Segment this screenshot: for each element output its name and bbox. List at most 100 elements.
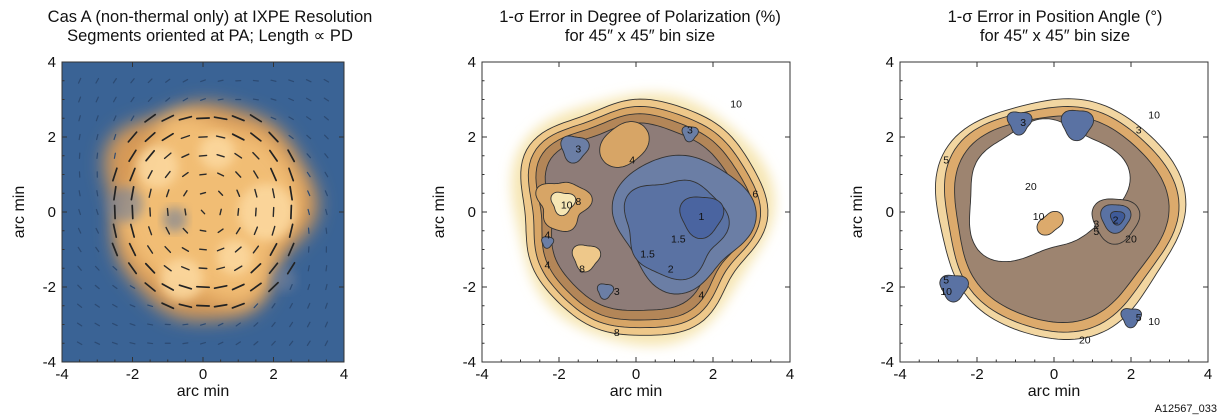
- polarization-segment: [199, 191, 207, 195]
- polarization-segment: [324, 190, 328, 197]
- polarization-segment: [94, 284, 100, 290]
- polarization-segment: [195, 117, 211, 120]
- contour-fill-1: [679, 196, 725, 240]
- polarization-segment: [78, 115, 81, 122]
- y-tick-label: 4: [468, 54, 476, 71]
- polarization-segment: [113, 133, 117, 141]
- contour-label: 1.5: [671, 233, 686, 245]
- polarization-segment: [289, 321, 294, 328]
- polarization-segment: [182, 342, 189, 345]
- polarization-segment: [95, 77, 100, 84]
- contour-label: 3: [687, 125, 693, 137]
- polarization-segment: [129, 342, 136, 345]
- x-tick-label: -4: [55, 366, 68, 383]
- x-tick-label: 2: [709, 366, 717, 383]
- polarization-segment: [324, 302, 328, 309]
- polarization-segment: [217, 98, 224, 101]
- polarization-segment: [147, 78, 153, 84]
- contour-label: 5: [1093, 226, 1099, 238]
- polarization-segment: [165, 97, 171, 102]
- x-tick-label: -2: [126, 366, 139, 383]
- polarization-segment: [268, 262, 279, 275]
- polarization-segment: [112, 303, 118, 308]
- contour-label: 10: [1148, 316, 1160, 328]
- faint-patch: [271, 267, 297, 292]
- polarization-segment: [231, 283, 245, 291]
- polarization-segment: [268, 131, 279, 143]
- polarization-segment: [78, 96, 82, 103]
- polarization-segment: [270, 79, 277, 82]
- polarization-segment: [148, 188, 152, 198]
- polarization-segment: [254, 207, 257, 217]
- contour-label: 2: [1113, 215, 1119, 227]
- x-tick-label: -4: [475, 366, 488, 383]
- polarization-segment: [237, 208, 240, 216]
- polarization-segment: [200, 79, 206, 83]
- x-axis-label: arc min: [177, 383, 229, 400]
- contour-label: 10: [730, 98, 742, 110]
- polarization-segment: [288, 97, 295, 102]
- polarization-segment: [128, 149, 137, 163]
- polarization-segment: [78, 208, 82, 216]
- polarization-segment: [112, 223, 118, 238]
- contour-fill-4-upper: [599, 121, 650, 168]
- polarization-segment: [163, 152, 172, 160]
- polarization-segment: [324, 340, 329, 347]
- contour-label: 4: [545, 230, 551, 242]
- polarization-segment: [323, 134, 329, 140]
- polarization-segment: [147, 342, 154, 345]
- polarization-segment: [307, 265, 310, 272]
- contour-label: 20: [1079, 335, 1091, 347]
- polarization-segment: [145, 149, 156, 162]
- polarization-segment: [161, 114, 175, 122]
- contour-label: 5: [943, 275, 949, 287]
- polarization-segment: [288, 223, 294, 238]
- x-tick-label: -2: [970, 366, 983, 383]
- polarization-segment: [324, 153, 329, 159]
- polarization-segment: [288, 79, 295, 83]
- bright-knot: [136, 145, 179, 189]
- polarization-segment: [147, 170, 153, 179]
- polarization-segment: [180, 134, 191, 140]
- y-tick-label: -2: [463, 279, 476, 296]
- contour-fill-8-lower: [571, 244, 602, 273]
- polarization-segment: [129, 167, 136, 182]
- panel3-title-line1: 1-σ Error in Position Angle (°): [947, 8, 1163, 26]
- contour-fill-3-dot: [681, 125, 699, 143]
- polarization-segment: [178, 115, 193, 121]
- polarization-segment: [95, 96, 99, 103]
- polarization-segment: [235, 341, 241, 346]
- polarization-segment: [271, 340, 276, 346]
- panel1-title: Cas A (non-thermal only) at IXPE Resolut…: [10, 8, 410, 46]
- y-tick-label: 0: [468, 204, 476, 221]
- polarization-segment: [144, 113, 157, 123]
- polarization-segment: [325, 265, 328, 272]
- contour-label: 2: [668, 263, 674, 275]
- polarization-segment: [95, 115, 99, 122]
- polarization-segment: [128, 242, 137, 257]
- panel3-title: 1-σ Error in Position Angle (°) for 45″ …: [855, 8, 1225, 46]
- contour-fill-3-top: [1060, 109, 1095, 142]
- polarization-segment: [78, 190, 81, 197]
- polarization-segment: [324, 321, 329, 328]
- polarization-segment: [252, 245, 260, 254]
- polarization-segment: [216, 153, 225, 158]
- polarization-segment: [130, 78, 135, 84]
- polarization-segment: [213, 116, 228, 121]
- contour-label: 8: [579, 263, 585, 275]
- polarization-segment: [127, 262, 138, 275]
- polarization-segment: [286, 261, 296, 275]
- polarization-segment: [129, 304, 136, 308]
- polarization-segment: [325, 227, 328, 234]
- polarization-segment: [254, 188, 258, 198]
- contour-fill-10-left: [550, 191, 577, 217]
- polarization-segment: [250, 132, 262, 142]
- y-tick-label: -2: [43, 279, 56, 296]
- polarization-segment: [147, 245, 154, 254]
- y-axis-label: arc min: [11, 186, 28, 238]
- y-tick-label: 2: [468, 129, 476, 146]
- y-tick-label: -4: [881, 354, 894, 371]
- polarization-segment: [76, 341, 83, 346]
- polarization-segment: [165, 189, 170, 198]
